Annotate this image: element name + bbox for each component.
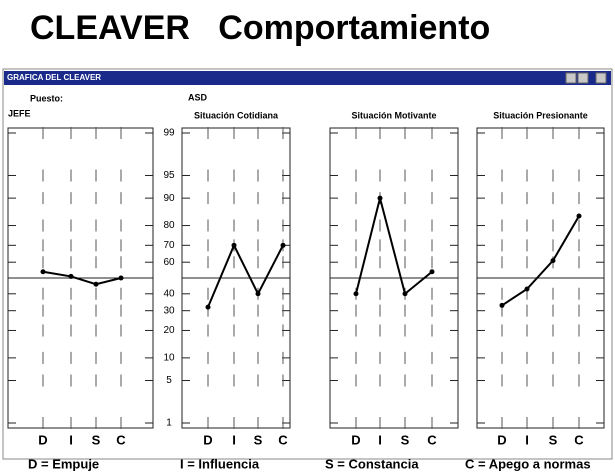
- x-tick-label: I: [232, 432, 236, 447]
- legend-item: D = Empuje: [28, 456, 99, 471]
- puesto: JEFE: [8, 108, 31, 118]
- x-tick-label: C: [574, 432, 584, 447]
- x-tick-label: C: [278, 432, 288, 447]
- y-tick-label: 90: [163, 193, 175, 204]
- y-tick-label: 5: [166, 375, 172, 386]
- x-tick-label: S: [549, 432, 558, 447]
- line: [501, 215, 580, 307]
- panel-title: Situación Cotidiana: [194, 110, 279, 120]
- minimize-button[interactable]: [565, 72, 577, 84]
- x-tick-label: S: [401, 432, 410, 447]
- slide-title: CLEAVER Comportamiento: [30, 9, 490, 47]
- y-tick-label: 80: [163, 220, 175, 231]
- y-tick-label: 40: [163, 288, 175, 299]
- line: [42, 270, 122, 286]
- point: [255, 291, 261, 297]
- y-tick-label: 10: [163, 353, 175, 364]
- point: [550, 258, 556, 264]
- point: [231, 242, 237, 248]
- y-tick-label: 20: [163, 325, 175, 336]
- x-tick-label: D: [497, 432, 506, 447]
- panel-title: Situación Motivante: [351, 110, 436, 120]
- close-button[interactable]: [595, 72, 607, 84]
- point: [524, 286, 530, 292]
- x-tick-label: I: [69, 432, 73, 447]
- x-tick-label: D: [38, 432, 47, 447]
- puesto-label: Puesto:: [30, 93, 63, 103]
- maximize-button[interactable]: [577, 72, 589, 84]
- legend-item: I = Influencia: [180, 456, 260, 471]
- title-bar: [4, 71, 611, 85]
- point: [377, 195, 383, 201]
- line: [207, 242, 284, 308]
- point: [40, 269, 46, 275]
- point: [576, 213, 582, 219]
- y-tick-label: 95: [163, 170, 175, 181]
- point: [402, 291, 408, 297]
- x-tick-label: C: [116, 432, 126, 447]
- legend-item: C = Apego a normas: [465, 456, 591, 471]
- x-tick-label: I: [525, 432, 529, 447]
- point: [280, 242, 286, 248]
- nombre: ASD: [188, 92, 208, 102]
- panel-title: Situación Presionante: [493, 110, 588, 120]
- line: [355, 197, 433, 296]
- y-tick-label: 99: [163, 128, 175, 139]
- x-tick-label: S: [92, 432, 101, 447]
- point: [353, 291, 359, 297]
- legend-item: S = Constancia: [325, 456, 419, 471]
- point: [68, 273, 74, 279]
- window: [2, 68, 613, 460]
- point: [118, 275, 124, 281]
- point: [93, 281, 99, 287]
- y-tick-label: 70: [163, 240, 175, 251]
- x-tick-label: D: [351, 432, 360, 447]
- y-tick-label: 1: [166, 418, 172, 429]
- window-title: GRAFICA DEL CLEAVER: [7, 73, 101, 82]
- point: [429, 269, 435, 275]
- x-tick-label: S: [254, 432, 263, 447]
- x-tick-label: I: [378, 432, 382, 447]
- point: [499, 302, 505, 308]
- x-tick-label: D: [203, 432, 212, 447]
- point: [205, 304, 211, 310]
- y-tick-label: 60: [163, 257, 175, 268]
- y-tick-label: 30: [163, 305, 175, 316]
- x-tick-label: C: [427, 432, 437, 447]
